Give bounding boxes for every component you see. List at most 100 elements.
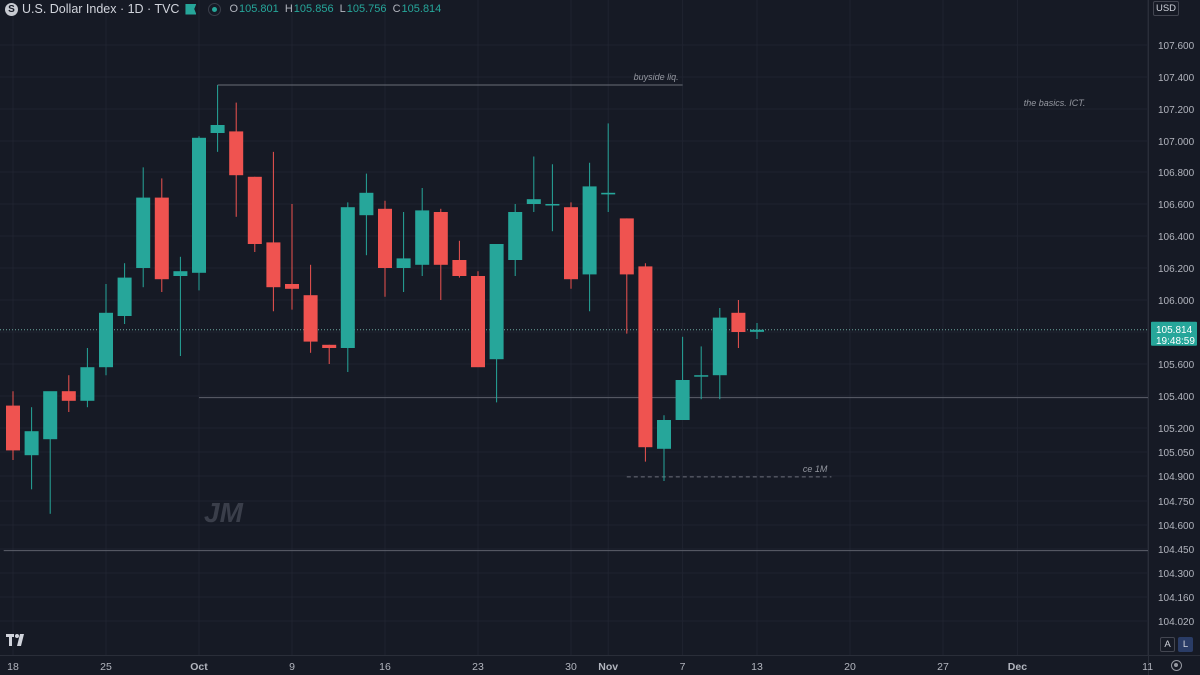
time-tick-label: 23 <box>472 661 484 673</box>
candle-body <box>638 266 653 448</box>
flag-icon[interactable] <box>185 3 197 15</box>
candle-body <box>564 207 578 280</box>
settings-icon[interactable] <box>1171 660 1182 671</box>
price-tick-label: 104.600 <box>1158 521 1195 532</box>
price-tick-label: 105.050 <box>1158 448 1195 459</box>
candle-body <box>545 204 560 206</box>
annotation-label: ce 1M <box>803 464 828 474</box>
candle-body <box>712 317 727 376</box>
log-scale-button[interactable]: L <box>1178 637 1193 652</box>
tradingview-logo-icon <box>6 634 24 646</box>
market-status-icon[interactable] <box>208 2 222 16</box>
price-badge <box>1151 321 1197 346</box>
candle-body <box>173 271 188 276</box>
candle-body <box>6 405 20 451</box>
chart-header: S U.S. Dollar Index · 1D · TVC O105.801 … <box>0 0 444 18</box>
price-tick-label: 106.000 <box>1158 296 1195 307</box>
candle-body <box>378 208 392 268</box>
candle-body <box>508 212 523 260</box>
price-tick-label: 104.900 <box>1158 472 1195 483</box>
candle-body <box>340 207 355 348</box>
price-tick-label: 107.400 <box>1158 73 1195 84</box>
low-label: L <box>339 3 346 15</box>
price-tick-label: 104.450 <box>1158 545 1195 556</box>
candle-body <box>619 218 634 275</box>
candle-body <box>136 197 151 268</box>
candle-body <box>601 192 616 195</box>
currency-button[interactable]: USD <box>1153 1 1179 16</box>
annotation-label: the basics. ICT. <box>1024 98 1086 108</box>
high-value: 105.856 <box>293 3 334 15</box>
time-tick-label: 9 <box>289 661 295 673</box>
candle-body <box>266 242 281 288</box>
candle-body <box>247 176 262 244</box>
price-tick-label: 104.300 <box>1158 569 1195 580</box>
candle-body <box>526 199 541 204</box>
time-tick-label: 30 <box>565 661 577 673</box>
time-tick-label: Oct <box>190 661 208 673</box>
candle-body <box>582 186 597 275</box>
price-tick-label: 105.200 <box>1158 424 1195 435</box>
watermark-text: JM <box>204 497 244 528</box>
candle-body <box>750 329 764 332</box>
candle-body <box>192 137 206 273</box>
candle-body <box>303 295 318 342</box>
close-value: 105.814 <box>401 3 442 15</box>
candle-body <box>396 258 411 268</box>
high-label: H <box>284 3 293 15</box>
price-tick-label: 104.160 <box>1158 593 1195 604</box>
price-tick-label: 106.600 <box>1158 200 1195 211</box>
time-tick-label: 18 <box>7 661 19 673</box>
candle-body <box>359 192 374 216</box>
candle-body <box>43 391 58 440</box>
candle-body <box>433 212 448 265</box>
low-value: 105.756 <box>346 3 387 15</box>
candle-body <box>731 312 746 332</box>
time-tick-label: Nov <box>598 661 618 673</box>
price-tick-label: 107.000 <box>1158 137 1195 148</box>
price-tick-label: 107.200 <box>1158 105 1195 116</box>
time-tick-label: 7 <box>680 661 686 673</box>
price-tick-label: 105.600 <box>1158 360 1195 371</box>
auto-scale-button[interactable]: A <box>1160 637 1175 652</box>
time-tick-label: 13 <box>751 661 763 673</box>
price-tick-label: 104.020 <box>1158 617 1195 628</box>
time-tick-label: 25 <box>100 661 112 673</box>
price-tick-label: 106.800 <box>1158 168 1195 179</box>
candle-body <box>694 375 709 377</box>
close-label: C <box>392 3 401 15</box>
candle-body <box>675 380 690 420</box>
candle-body <box>285 284 299 289</box>
price-tick-label: 104.750 <box>1158 497 1195 508</box>
price-tick-label: 107.600 <box>1158 41 1195 52</box>
price-badge-value: 105.814 <box>1156 325 1193 336</box>
time-tick-label: Dec <box>1008 661 1027 673</box>
candle-body <box>322 344 337 348</box>
candle-body <box>471 276 485 368</box>
candle-body <box>415 210 430 265</box>
candle-body <box>210 125 225 133</box>
candle-body <box>80 367 95 401</box>
symbol-title[interactable]: U.S. Dollar Index · 1D · TVC <box>22 2 180 16</box>
candle-body <box>154 197 169 280</box>
price-tick-label: 106.200 <box>1158 264 1195 275</box>
price-tick-label: 106.400 <box>1158 232 1195 243</box>
candle-body <box>489 244 504 360</box>
candle-body <box>99 312 113 368</box>
candle-body <box>657 420 671 449</box>
candle-body <box>24 431 39 456</box>
time-tick-label: 16 <box>379 661 391 673</box>
candle-body <box>117 277 132 316</box>
ohlc-legend: O105.801 H105.856 L105.756 C105.814 <box>229 3 444 15</box>
time-tick-label: 27 <box>937 661 949 673</box>
time-tick-label: 11 <box>1142 661 1153 673</box>
open-value: 105.801 <box>239 3 279 15</box>
symbol-icon[interactable]: S <box>5 2 18 16</box>
open-label: O <box>229 3 239 15</box>
price-tick-label: 105.400 <box>1158 392 1195 403</box>
annotation-label: buyside liq. <box>634 72 679 82</box>
candle-body <box>452 260 467 276</box>
candle-body <box>229 131 244 176</box>
price-badge-countdown: 19:48:59 <box>1156 336 1195 347</box>
